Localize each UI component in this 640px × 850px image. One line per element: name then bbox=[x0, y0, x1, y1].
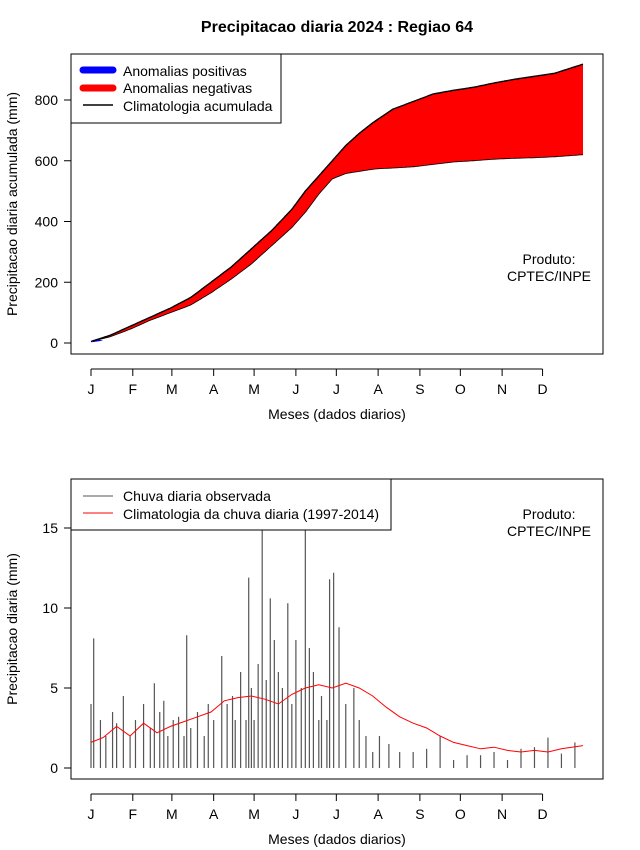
legend-label-clim-daily: Climatologia da chuva diaria (1997-2014) bbox=[123, 506, 379, 522]
x-tick-label: M bbox=[248, 381, 260, 397]
x-axis-label: Meses (dados diarios) bbox=[268, 831, 406, 847]
x-tick-label: J bbox=[333, 806, 340, 822]
product-source: CPTEC/INPE bbox=[507, 268, 591, 284]
y-tick-label: 800 bbox=[35, 92, 59, 108]
y-tick-label: 10 bbox=[42, 600, 58, 616]
climatology-accumulated-line bbox=[90, 63, 584, 343]
y-tick-label: 5 bbox=[50, 680, 58, 696]
legend-label-observed: Chuva diaria observada bbox=[123, 488, 271, 504]
x-tick-label: N bbox=[497, 806, 507, 822]
x-tick-label: M bbox=[248, 806, 260, 822]
observed-accumulated-line bbox=[90, 154, 584, 342]
x-tick-label: A bbox=[209, 806, 219, 822]
accumulated-precipitation-panel: 0 200 400 600 800 J F M A M J J A S O N D Meses (dados … bbox=[4, 53, 604, 422]
legend-box bbox=[70, 478, 392, 531]
negative-anomaly-area bbox=[91, 64, 583, 342]
x-tick-label: J bbox=[333, 381, 340, 397]
x-tick-label: A bbox=[209, 381, 219, 397]
legend-label-negative: Anomalias negativas bbox=[123, 80, 252, 96]
x-tick-label: M bbox=[166, 806, 178, 822]
x-tick-label: N bbox=[497, 381, 507, 397]
x-tick-label: O bbox=[455, 381, 466, 397]
y-tick-label: 0 bbox=[50, 335, 58, 351]
x-tick-label: F bbox=[129, 806, 138, 822]
x-tick-label: A bbox=[373, 806, 383, 822]
product-label: Produto: bbox=[523, 251, 576, 267]
x-tick-label: J bbox=[292, 381, 299, 397]
x-tick-label: O bbox=[455, 806, 466, 822]
x-tick-label: D bbox=[537, 381, 547, 397]
x-tick-label: J bbox=[88, 806, 95, 822]
x-tick-label: S bbox=[415, 806, 424, 822]
legend: Anomalias positivas Anomalias negativas … bbox=[70, 53, 282, 124]
chart-title: Precipitacao diaria 2024 : Regiao 64 bbox=[201, 19, 473, 36]
y-axis-label: Precipitacao diaria (mm) bbox=[4, 553, 20, 705]
anomaly-area-layer bbox=[91, 64, 583, 343]
x-tick-label: J bbox=[88, 381, 95, 397]
climatology-line-layer bbox=[90, 63, 584, 343]
daily-climatology-line-layer bbox=[90, 682, 584, 753]
x-tick-label: S bbox=[415, 381, 424, 397]
y-tick-label: 0 bbox=[50, 760, 58, 776]
positive-anomaly-area bbox=[91, 339, 104, 343]
legend-label-positive: Anomalias positivas bbox=[123, 63, 247, 79]
observed-bars-layer bbox=[90, 480, 576, 768]
legend-label-climatology: Climatologia acumulada bbox=[123, 98, 273, 114]
x-tick-label: D bbox=[537, 806, 547, 822]
y-tick-label: 400 bbox=[35, 214, 59, 230]
product-source: CPTEC/INPE bbox=[507, 523, 591, 539]
daily-climatology-line bbox=[90, 682, 584, 753]
x-axis-label: Meses (dados diarios) bbox=[268, 406, 406, 422]
y-tick-label: 600 bbox=[35, 153, 59, 169]
y-axis: 0 5 10 15 bbox=[42, 520, 72, 776]
y-tick-label: 15 bbox=[42, 520, 58, 536]
x-tick-label: M bbox=[166, 381, 178, 397]
y-axis: 0 200 400 600 800 bbox=[35, 92, 72, 351]
product-label: Produto: bbox=[523, 506, 576, 522]
x-tick-label: A bbox=[373, 381, 383, 397]
daily-precipitation-panel: 0 5 10 15 J F M A M J J A S O N D Meses (dados diarios… bbox=[4, 478, 604, 847]
y-axis-label: Precipitacao diaria acumulada (mm) bbox=[4, 92, 20, 316]
y-tick-label: 200 bbox=[35, 274, 59, 290]
legend: Chuva diaria observada Climatologia da c… bbox=[70, 478, 392, 531]
x-tick-label: J bbox=[292, 806, 299, 822]
x-tick-label: F bbox=[129, 381, 138, 397]
